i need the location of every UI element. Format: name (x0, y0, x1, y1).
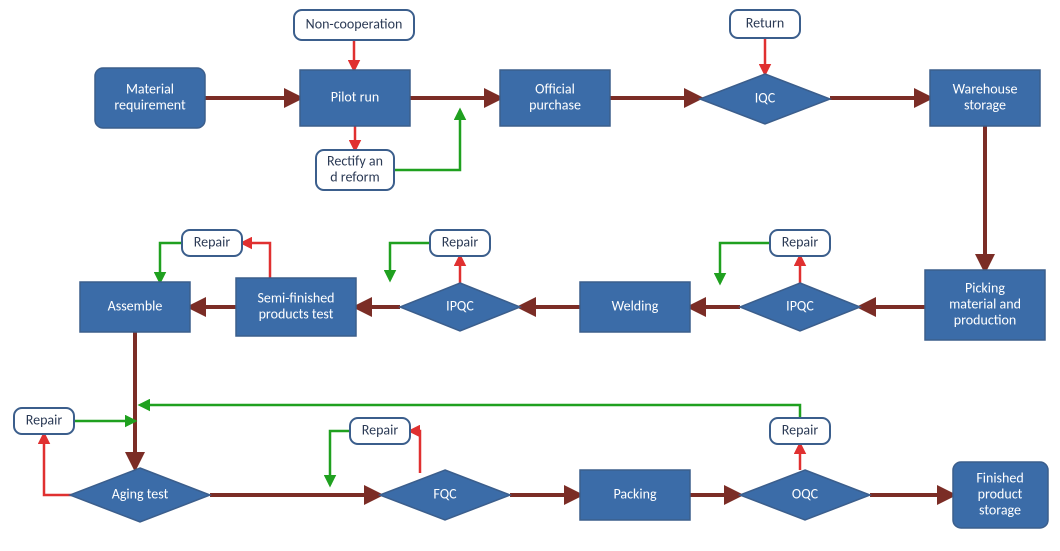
node-noncoop-label: Non-cooperation (306, 15, 403, 32)
node-warehouse-label: storage (964, 96, 1006, 113)
node-oqc: OQC (740, 470, 870, 520)
edge-semifin-repair_semi (242, 243, 270, 278)
node-material: Materialrequirement (95, 68, 205, 128)
node-picking-label: Picking (965, 279, 1005, 296)
edge-repair_semi-assemble (160, 243, 182, 282)
node-repair_age: Repair (14, 408, 74, 434)
node-assemble: Assemble (80, 282, 190, 332)
node-repair_oqc: Repair (770, 418, 830, 444)
node-finished: Finishedproductstorage (953, 462, 1048, 528)
node-assemble-label: Assemble (108, 297, 163, 314)
node-oqc-label: OQC (792, 485, 819, 502)
flowchart-canvas: Materialrequirement Non-cooperation Pilot … (0, 0, 1060, 551)
node-welding: Welding (580, 282, 690, 332)
node-repair_oqc-label: Repair (782, 421, 819, 438)
node-official: Officialpurchase (500, 70, 610, 126)
node-iqc-label: IQC (755, 89, 776, 106)
node-rectify-label: Rectify an (327, 152, 383, 169)
node-official-label: Official (535, 80, 575, 97)
node-noncoop: Non-cooperation (294, 10, 414, 40)
node-pilot-label: Pilot run (331, 88, 380, 105)
node-repair_semi-label: Repair (194, 233, 231, 250)
node-repair_ipqc1: Repair (770, 230, 830, 256)
node-picking-label: production (954, 311, 1017, 328)
node-fqc-label: FQC (433, 485, 457, 502)
node-return-label: Return (746, 14, 785, 31)
node-finished-label: storage (979, 501, 1021, 518)
edge-repair_fqc-aging_fwd (330, 431, 350, 485)
node-iqc: IQC (700, 74, 830, 124)
node-material-label: requirement (114, 96, 186, 113)
node-packing: Packing (580, 470, 690, 520)
node-fqc: FQC (380, 470, 510, 520)
node-official-label: purchase (529, 96, 581, 113)
node-picking: Pickingmaterial andproduction (925, 270, 1045, 340)
node-repair_ipqc2-label: Repair (442, 233, 479, 250)
node-repair_ipqc1-label: Repair (782, 233, 819, 250)
node-semifin: Semi-finishedproducts test (236, 278, 356, 336)
node-semifin-label: Semi-finished (257, 289, 334, 306)
node-repair_ipqc2: Repair (430, 230, 490, 256)
node-repair_semi: Repair (182, 230, 242, 256)
node-repair_age-label: Repair (26, 411, 63, 428)
node-ipqc2-label: IPQC (446, 297, 474, 314)
edge-aging-repair_age (44, 434, 75, 495)
node-picking-label: material and (949, 295, 1021, 312)
node-welding-label: Welding (612, 297, 659, 314)
edge-repair_ipqc1-welding (720, 243, 770, 283)
node-rectify-label: d reform (330, 168, 380, 185)
node-packing-label: Packing (613, 485, 656, 502)
node-material-label: Material (126, 80, 174, 97)
node-return: Return (730, 10, 800, 38)
node-repair_fqc: Repair (350, 418, 410, 444)
edge-fqc-repair_fqc (410, 431, 420, 473)
node-warehouse: Warehousestorage (930, 70, 1040, 126)
node-rectify: Rectify and reform (316, 150, 394, 190)
node-warehouse-label: Warehouse (953, 80, 1018, 97)
node-ipqc2: IPQC (400, 283, 520, 331)
node-aging: Aging test (70, 468, 210, 522)
node-ipqc1: IPQC (740, 283, 860, 331)
node-pilot: Pilot run (300, 70, 410, 126)
node-aging-label: Aging test (112, 485, 169, 502)
node-finished-label: product (978, 485, 1023, 502)
node-ipqc1-label: IPQC (786, 297, 814, 314)
edge-repair_ipqc2-semifin (390, 243, 430, 280)
node-finished-label: Finished (976, 469, 1023, 486)
edge-repair_oqc-assemble (140, 405, 800, 418)
node-repair_fqc-label: Repair (362, 421, 399, 438)
node-semifin-label: products test (259, 305, 334, 322)
